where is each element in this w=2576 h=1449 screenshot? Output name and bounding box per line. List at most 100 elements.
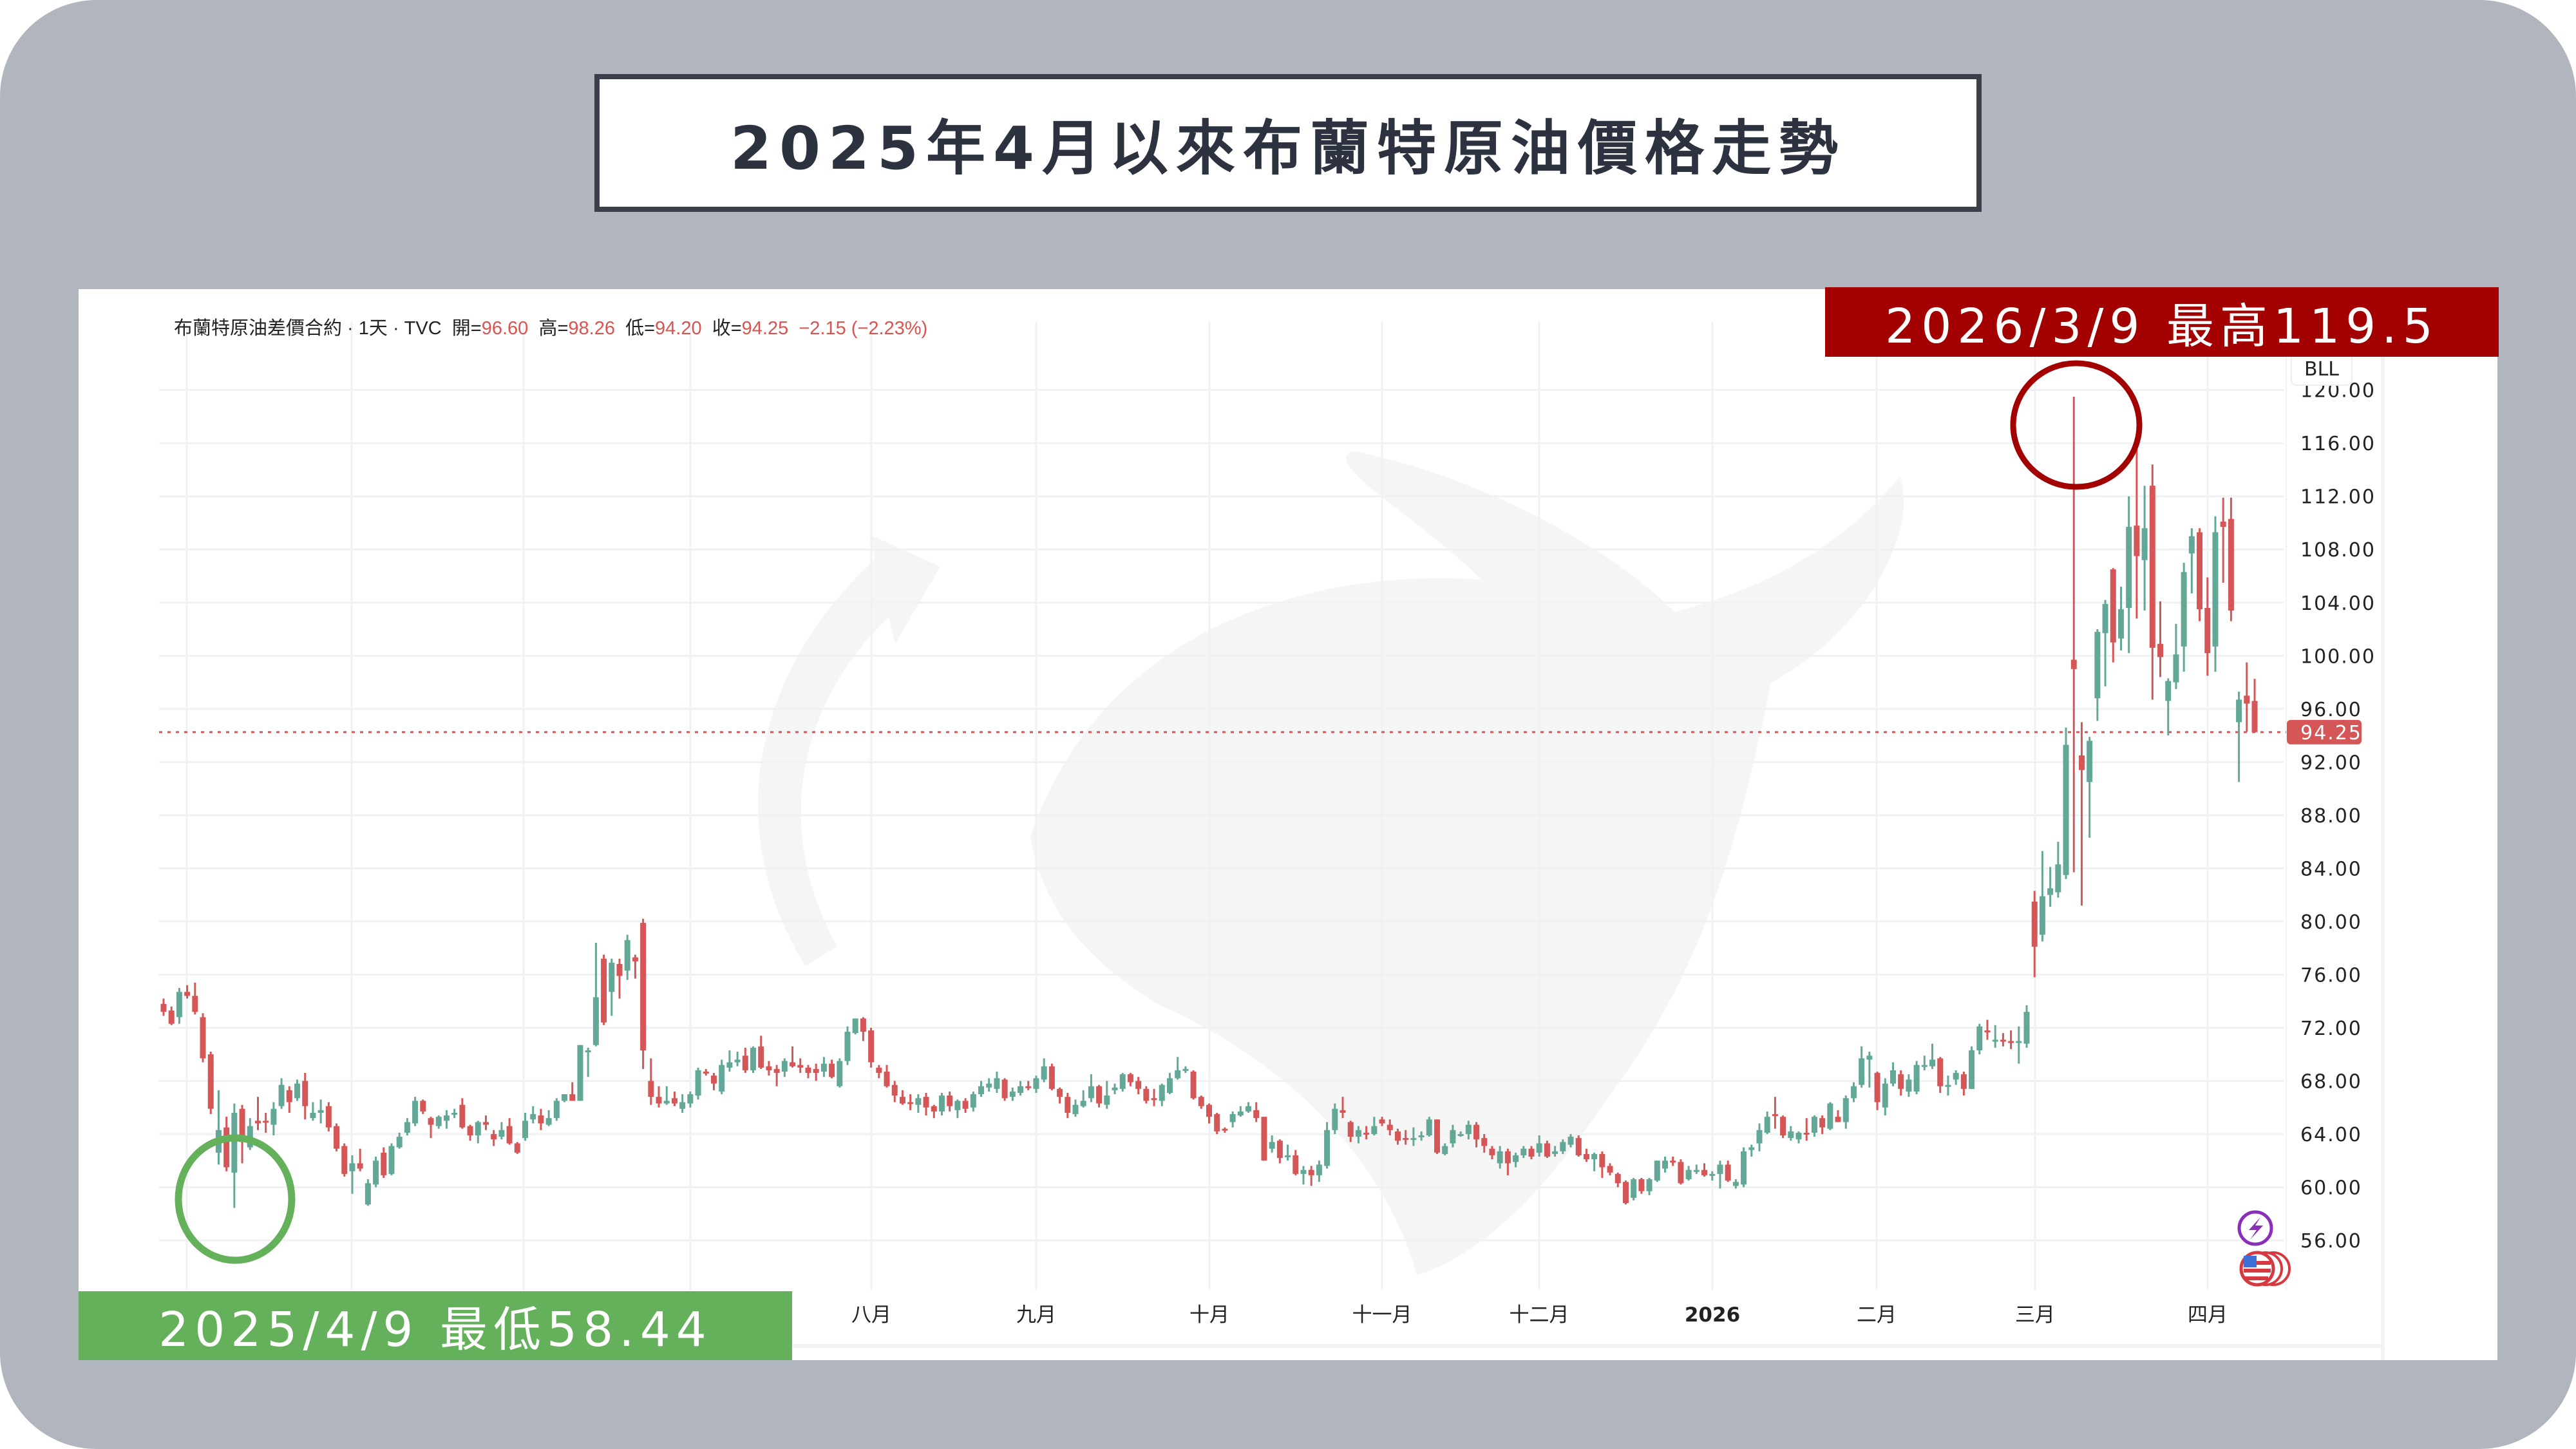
candle-down [1874,1071,1880,1110]
candle-up [1552,1146,1558,1157]
candle-down [907,1094,914,1110]
candle-down [1489,1146,1495,1160]
candle-body [357,1163,363,1169]
candle-body [938,1095,945,1112]
candle-up [852,1018,858,1035]
candle-up [1332,1103,1338,1134]
candle-down [1261,1117,1267,1161]
candle-body [1245,1106,1252,1112]
us-flag-icon[interactable] [2239,1251,2291,1287]
candle-down [207,1052,214,1115]
candle-down [2149,464,2155,700]
candle-up [781,1058,788,1077]
candle-body [1497,1151,1503,1164]
candle-body [947,1095,953,1106]
candle-up [837,1058,843,1088]
candle-body [876,1067,882,1074]
y-tick-label: 84.00 [2300,858,2362,880]
candle-body [1575,1138,1582,1155]
candle-body [2070,659,2077,669]
candle-down [482,1115,489,1130]
close-label: 收= [712,318,742,339]
candle-body [1119,1074,1126,1089]
candle-body [1567,1137,1574,1145]
candle-down [1504,1148,1511,1175]
candle-up [938,1093,945,1116]
candle-down [947,1091,953,1112]
candle-up [1929,1043,1936,1069]
candle-body [1882,1083,1888,1108]
candle-up [1457,1131,1464,1137]
y-tick-label: 72.00 [2300,1018,2362,1040]
candle-down [1253,1102,1260,1122]
y-tick-label: 96.00 [2300,699,2362,721]
candle-up [1237,1106,1244,1117]
candle-up [247,1118,253,1150]
lightning-icon[interactable] [2237,1210,2273,1246]
candle-down [758,1036,764,1069]
candle-body [1151,1098,1157,1101]
candle-up [1693,1164,1700,1174]
x-tick-label: 十一月 [1352,1303,1412,1327]
candle-down [2070,396,2077,873]
candle-body [797,1065,804,1068]
candle-up [820,1057,827,1077]
candle-down [1065,1093,1071,1119]
candle-body [2102,603,2108,634]
candle-body [2008,1041,2014,1043]
candle-body [1489,1148,1495,1155]
candle-down [742,1047,748,1074]
candle-body [2000,1039,2006,1042]
low-label: 低= [625,318,656,339]
candle-down [381,1147,387,1179]
price-badge: BLL [2291,352,2353,386]
candle-up [1850,1082,1857,1103]
candle-body [1088,1086,1094,1099]
candle-down [601,954,607,1025]
candle-body [994,1078,1000,1089]
candle-body [168,1010,175,1024]
y-tick-label: 80.00 [2300,911,2362,934]
candle-down [1835,1110,1841,1122]
candle-body [553,1101,560,1119]
candle-body [2149,486,2155,648]
candle-body [506,1126,513,1144]
candle-down [2000,1033,2006,1046]
candle-up [624,934,630,980]
candle-body [1819,1118,1826,1128]
open-value: 96.60 [481,318,529,339]
candle-body [766,1066,772,1070]
candle-body [1906,1079,1912,1092]
candle-up [1465,1121,1472,1140]
candle-body [2016,1041,2022,1043]
candle-body [915,1098,922,1105]
candle-down [538,1108,544,1130]
candle-body [1536,1143,1542,1153]
candle-up [1442,1143,1448,1155]
candle-body [200,1017,206,1059]
candle-up [294,1079,301,1101]
candle-up [978,1081,985,1097]
candle-body [820,1063,827,1072]
candle-down [1403,1130,1409,1145]
candle-body [884,1071,890,1086]
candle-down [710,1073,717,1090]
x-tick-label: 四月 [2188,1303,2228,1327]
candle-body [2023,1012,2030,1044]
candle-body [2157,643,2164,658]
candle-body [1552,1151,1558,1154]
candle-body [1583,1153,1589,1160]
candle-down [1583,1148,1589,1162]
candle-body [1253,1110,1260,1119]
candle-body [263,1121,269,1123]
candle-body [1410,1138,1417,1141]
candle-down [1143,1086,1150,1104]
candle-body [388,1146,395,1174]
candle-body [1788,1131,1794,1139]
candle-body [1772,1114,1778,1117]
candle-up [1906,1074,1912,1097]
candle-down [1701,1163,1708,1177]
candle-down [1340,1097,1346,1119]
candle-body [459,1104,466,1128]
